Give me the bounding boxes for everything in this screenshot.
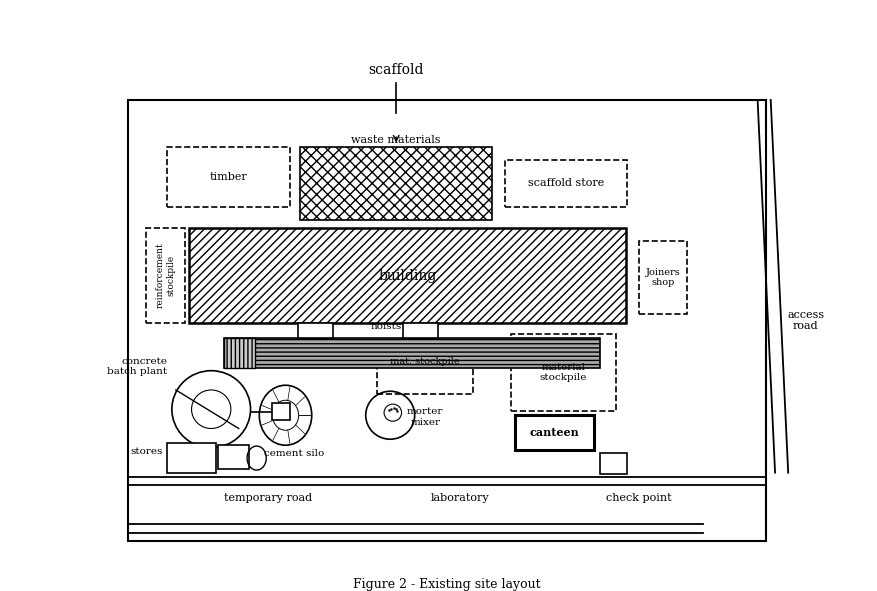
Bar	[273, 403, 290, 420]
Text: scaffold: scaffold	[368, 63, 424, 77]
Text: timber: timber	[210, 172, 247, 182]
Text: building: building	[379, 268, 437, 282]
Text: scaffold store: scaffold store	[528, 178, 604, 189]
Bar	[601, 453, 627, 475]
Text: concrete
batch plant: concrete batch plant	[107, 357, 168, 376]
Text: stores: stores	[131, 447, 163, 456]
Bar	[189, 229, 626, 323]
Text: laboratory: laboratory	[431, 493, 489, 504]
Bar	[225, 338, 600, 368]
Text: Joiners
shop: Joiners shop	[645, 268, 681, 287]
Bar	[505, 160, 627, 207]
Bar	[128, 100, 766, 541]
Text: material
stockpile: material stockpile	[540, 363, 588, 382]
Bar	[225, 338, 255, 368]
Text: cement silo: cement silo	[264, 449, 324, 458]
Text: check point: check point	[606, 493, 672, 504]
Text: mat. stockpile: mat. stockpile	[390, 357, 460, 366]
Text: hoists: hoists	[370, 322, 402, 330]
Bar	[168, 147, 290, 207]
Bar	[511, 334, 616, 411]
Text: waste materials: waste materials	[352, 135, 441, 145]
Text: reinforcement
stockpile: reinforcement stockpile	[155, 243, 175, 309]
Text: access
road: access road	[788, 310, 824, 332]
Bar	[298, 323, 333, 338]
Bar	[301, 147, 492, 220]
Bar	[377, 351, 474, 394]
Text: Figure 2 - Existing site layout: Figure 2 - Existing site layout	[353, 577, 541, 590]
Text: canteen: canteen	[530, 427, 580, 438]
Bar	[639, 241, 687, 314]
Bar	[146, 229, 185, 323]
Bar	[218, 445, 249, 469]
Text: morter
mixer: morter mixer	[407, 407, 444, 427]
Bar	[516, 415, 594, 450]
Bar	[168, 443, 216, 473]
Bar	[403, 323, 438, 338]
Text: temporary road: temporary road	[225, 493, 312, 504]
